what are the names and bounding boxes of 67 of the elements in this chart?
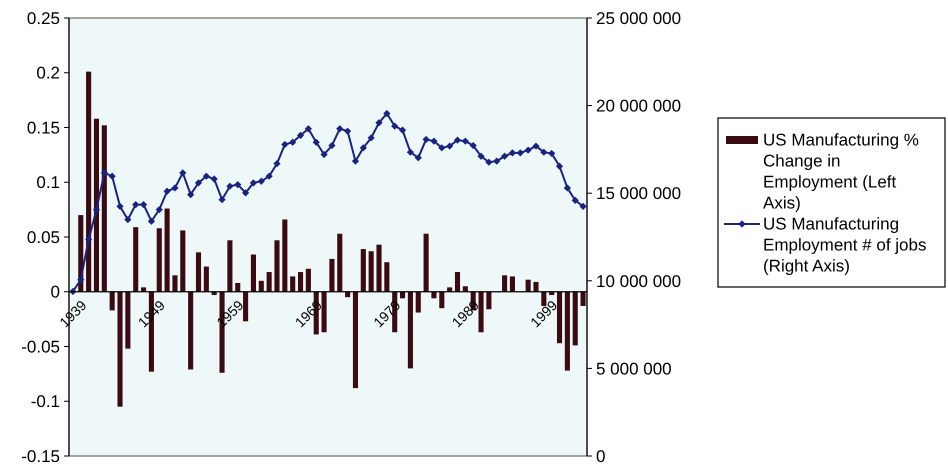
bar	[352, 292, 358, 388]
y-tick-label: -0.1	[30, 392, 60, 412]
bar	[196, 252, 202, 292]
y-tick-label: 0.05	[26, 228, 60, 247]
bar	[94, 118, 100, 292]
bar	[400, 292, 406, 298]
bar	[478, 292, 484, 332]
bar	[188, 292, 194, 370]
bar	[164, 208, 170, 292]
bar	[454, 272, 460, 292]
bar	[360, 249, 366, 292]
bar	[290, 276, 296, 292]
bar	[156, 228, 162, 292]
bar	[384, 262, 390, 292]
bar	[204, 266, 209, 292]
y2-tick-label: 0	[596, 446, 606, 466]
bar	[502, 275, 508, 292]
bar	[125, 292, 130, 349]
bar	[227, 240, 232, 292]
y2-tick-label: 15 000 000	[596, 184, 682, 204]
y-tick-label: 0.15	[26, 118, 60, 138]
y2-tick-label: 10 000 000	[596, 272, 682, 291]
bar	[337, 234, 342, 292]
legend-label: US Manufacturing Employment # of jobs (Right Axis)	[763, 214, 926, 276]
bar	[329, 258, 334, 292]
bar	[274, 240, 280, 292]
bar	[86, 72, 92, 292]
bar	[172, 275, 178, 292]
bar	[368, 251, 374, 292]
y-tick-label: 0	[50, 282, 60, 302]
bar	[486, 292, 492, 310]
y2-tick-label: 20 000 000	[596, 96, 682, 116]
bar	[533, 282, 539, 292]
bar	[510, 276, 515, 292]
bar	[133, 227, 138, 292]
y2-tick-label: 25 000 000	[596, 8, 682, 28]
legend-label: US Manufacturing % Change in Employment (Left Axis)	[763, 130, 919, 212]
bar	[564, 292, 570, 371]
bar	[282, 219, 288, 292]
bar	[556, 292, 562, 344]
bar	[376, 244, 382, 292]
bar	[306, 268, 311, 292]
bar	[526, 280, 531, 292]
bar	[235, 282, 240, 292]
bar	[580, 292, 586, 306]
bar	[258, 280, 264, 292]
y-tick-label: 0.2	[36, 64, 60, 83]
bar	[180, 230, 186, 292]
bar	[416, 292, 421, 313]
y-tick-label: 0.25	[26, 8, 60, 28]
y-tick-label: -0.15	[21, 446, 60, 466]
bar	[431, 292, 437, 298]
bar	[408, 292, 413, 368]
bar	[298, 272, 304, 292]
y-tick-label: -0.05	[21, 337, 60, 356]
bar	[102, 125, 107, 292]
bar	[243, 292, 248, 322]
bar	[572, 292, 578, 346]
bar	[110, 292, 115, 310]
bar	[117, 292, 123, 407]
bar	[266, 272, 272, 292]
y-tick-label: 0.1	[36, 173, 60, 192]
bar	[424, 234, 429, 292]
bar	[250, 254, 256, 292]
bar	[322, 292, 327, 332]
bar	[439, 292, 444, 308]
y2-tick-label: 5 000 000	[596, 359, 672, 378]
